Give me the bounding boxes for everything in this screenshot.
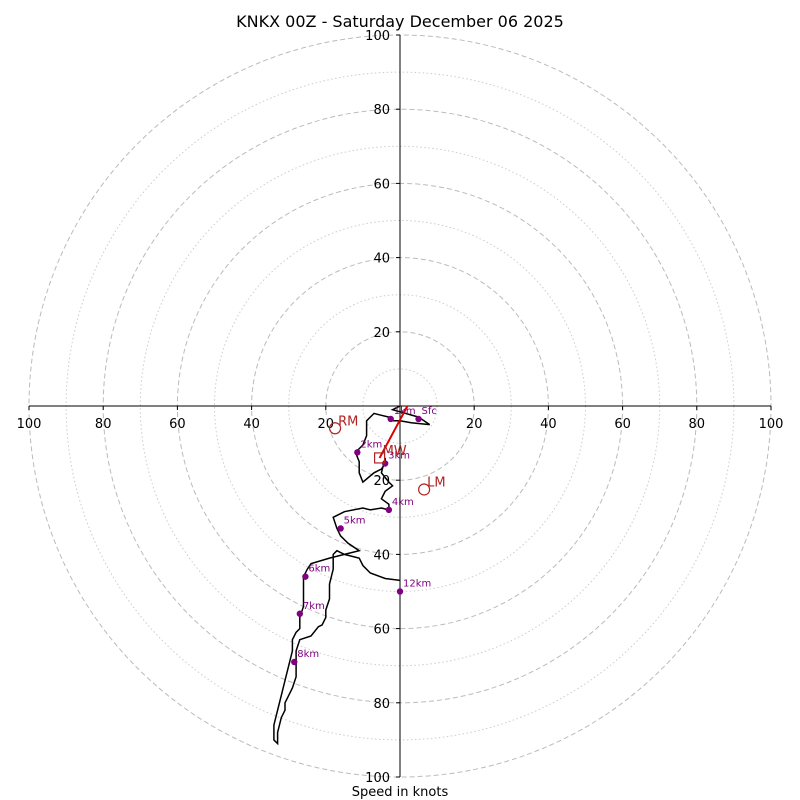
x-axis-label: Speed in knots [352,785,449,800]
height-point-1km [387,415,394,423]
storm-motion-markers: RM MW LM [328,414,446,496]
height-label-3km: 3km [388,451,410,462]
height-label-12km: 12km [403,579,431,590]
chart-title: KNKX 00Z - Saturday December 06 2025 [236,12,564,31]
height-label-5km: 5km [344,515,366,526]
height-label-7km: 7km [303,601,325,612]
height-label-1km: 1km [394,406,416,417]
height-point-5km [337,525,344,532]
y-tick-labels: 100 80 60 40 20 20 40 60 80 100 [365,29,400,786]
y-tick-label: 100 [365,771,390,786]
hodograph-trace-line [273,405,431,746]
height-point-7km [296,610,304,617]
x-tick-label: 80 [689,417,706,432]
height-point-8km [291,658,298,666]
height-label-sfc: Sfc [422,406,437,417]
y-tick-label: 100 [365,29,390,44]
y-tick-label: 20 [373,474,390,489]
shear-vector-line [378,405,409,459]
x-tick-label: 60 [614,417,631,432]
storm-motion-rm-label: RM [338,414,358,429]
storm-motion-rm-marker [328,422,342,435]
y-tick-label: 80 [373,103,390,118]
y-tick-label: 60 [373,177,390,192]
x-tick-label: 40 [540,417,557,432]
storm-motion-lm-label: LM [427,475,445,490]
y-tick-label: 80 [373,697,390,712]
y-tick-label: 20 [373,326,390,341]
height-markers: Sfc 1km 2km 3km 4km 5km 6km 7km 8km 12km [291,406,437,666]
x-tick-label: 20 [466,417,483,432]
x-tick-label: 100 [759,417,784,432]
height-point-4km [385,506,393,514]
height-point-sfc [415,415,422,423]
height-point-6km [302,573,309,580]
height-point-2km [354,449,361,456]
x-tick-label: 100 [17,417,42,432]
y-tick-label: 60 [373,623,390,638]
storm-motion-lm-marker [418,483,431,496]
storm-motion-mw-marker [373,452,386,464]
y-tick-label: 40 [373,548,390,563]
height-point-12km [396,588,404,595]
x-tick-label: 60 [169,417,186,432]
x-tick-labels: 100 80 60 40 20 20 40 60 80 100 [17,406,784,432]
height-label-8km: 8km [297,649,319,660]
x-tick-label: 40 [243,417,260,432]
height-label-6km: 6km [308,564,330,575]
storm-motion-mw-label: MW [383,444,407,459]
x-tick-label: 80 [95,417,112,432]
height-label-4km: 4km [392,497,414,508]
y-tick-label: 40 [373,252,390,267]
height-label-2km: 2km [360,439,382,450]
